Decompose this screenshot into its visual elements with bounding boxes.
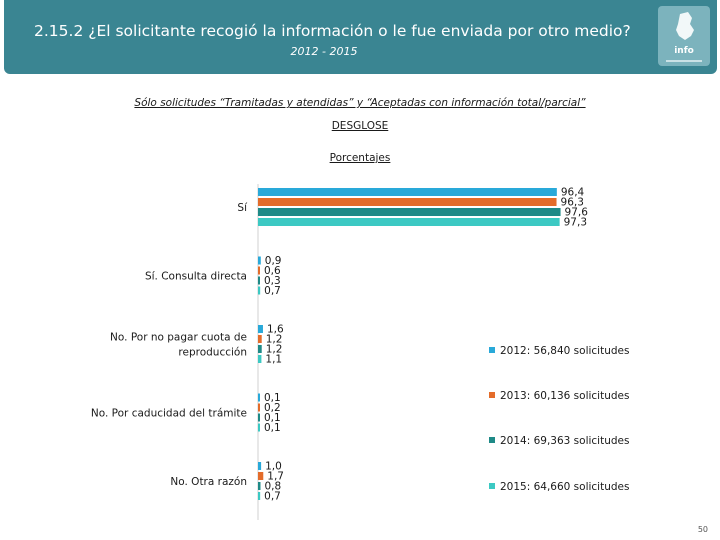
data-label: 0,7 <box>264 285 281 297</box>
header-banner: 2.15.2 ¿El solicitante recogió la inform… <box>4 0 717 74</box>
bar-3-3 <box>258 345 262 353</box>
bar-1-2 <box>258 256 261 265</box>
legend-entry: 2015: 64,660 solicitudes <box>500 481 629 493</box>
category-label: Sí. Consulta directa <box>145 271 247 283</box>
legend-entry: 2013: 60,136 solicitudes <box>500 390 629 402</box>
category-label: Sí <box>237 202 248 214</box>
category-label: reproducción <box>178 347 247 359</box>
page-number: 50 <box>697 525 708 534</box>
data-label: 96,4 <box>561 187 585 199</box>
legend-swatch <box>489 483 495 489</box>
data-label: 1,2 <box>266 334 283 346</box>
bar-2-4 <box>258 403 260 412</box>
data-label: 1,2 <box>266 344 283 356</box>
bar-2-2 <box>258 266 260 275</box>
data-label: 97,6 <box>565 207 589 219</box>
data-label: 0,7 <box>264 491 281 503</box>
data-label: 97,3 <box>564 217 587 229</box>
data-label: 96,3 <box>561 197 584 209</box>
data-label: 0,1 <box>264 392 281 404</box>
data-label: 0,1 <box>264 412 281 424</box>
category-label: No. Otra razón <box>170 476 247 488</box>
bar-4-3 <box>258 355 262 363</box>
data-label: 0,2 <box>264 402 281 414</box>
data-label: 1,7 <box>267 471 284 483</box>
data-label: 0,8 <box>264 481 281 493</box>
year-range: 2012 - 2015 <box>290 45 358 58</box>
data-label: 1,6 <box>267 324 284 336</box>
data-label: 0,3 <box>264 275 281 287</box>
data-label: 1,0 <box>265 461 282 473</box>
units-label-text: Porcentajes <box>329 152 391 164</box>
breakdown-label: DESGLOSE <box>0 120 720 132</box>
legend-entry: 2014: 69,363 solicitudes <box>500 435 629 447</box>
bar-4-2 <box>258 286 261 295</box>
bar-3-4 <box>258 413 260 422</box>
page-title: 2.15.2 ¿El solicitante recogió la inform… <box>34 22 631 40</box>
bar-1-5 <box>258 462 262 470</box>
legend-swatch <box>489 437 495 443</box>
bar-1-4 <box>258 393 260 402</box>
breakdown-label-text: DESGLOSE <box>331 120 389 132</box>
bar-1-3 <box>258 325 263 333</box>
bar-3-1 <box>258 208 561 216</box>
bar-4-4 <box>258 423 260 432</box>
data-label: 0,9 <box>265 255 282 267</box>
bar-3-5 <box>258 482 261 490</box>
legend-swatch <box>489 347 495 353</box>
category-label: No. Por caducidad del trámite <box>91 408 247 420</box>
city-map-icon <box>666 12 702 62</box>
bar-1-1 <box>258 188 557 196</box>
logo-text: info <box>674 46 694 56</box>
filter-note: Sólo solicitudes “Tramitadas y atendidas… <box>0 97 720 109</box>
units-label: Porcentajes <box>0 152 720 164</box>
data-label: 0,1 <box>264 422 281 434</box>
category-label: No. Por no pagar cuota de <box>110 332 247 344</box>
bar-4-5 <box>258 492 261 500</box>
bar-4-1 <box>258 218 560 226</box>
data-label: 0,6 <box>264 265 281 277</box>
legend-swatch <box>489 392 495 398</box>
filter-note-text: Sólo solicitudes “Tramitadas y atendidas… <box>134 97 586 109</box>
legend-entry: 2012: 56,840 solicitudes <box>500 345 629 357</box>
bar-2-1 <box>258 198 557 206</box>
data-label: 1,1 <box>265 354 282 366</box>
bar-2-3 <box>258 335 262 343</box>
infodf-logo: info <box>658 6 710 66</box>
bar-3-2 <box>258 276 260 285</box>
bar-2-5 <box>258 472 264 480</box>
